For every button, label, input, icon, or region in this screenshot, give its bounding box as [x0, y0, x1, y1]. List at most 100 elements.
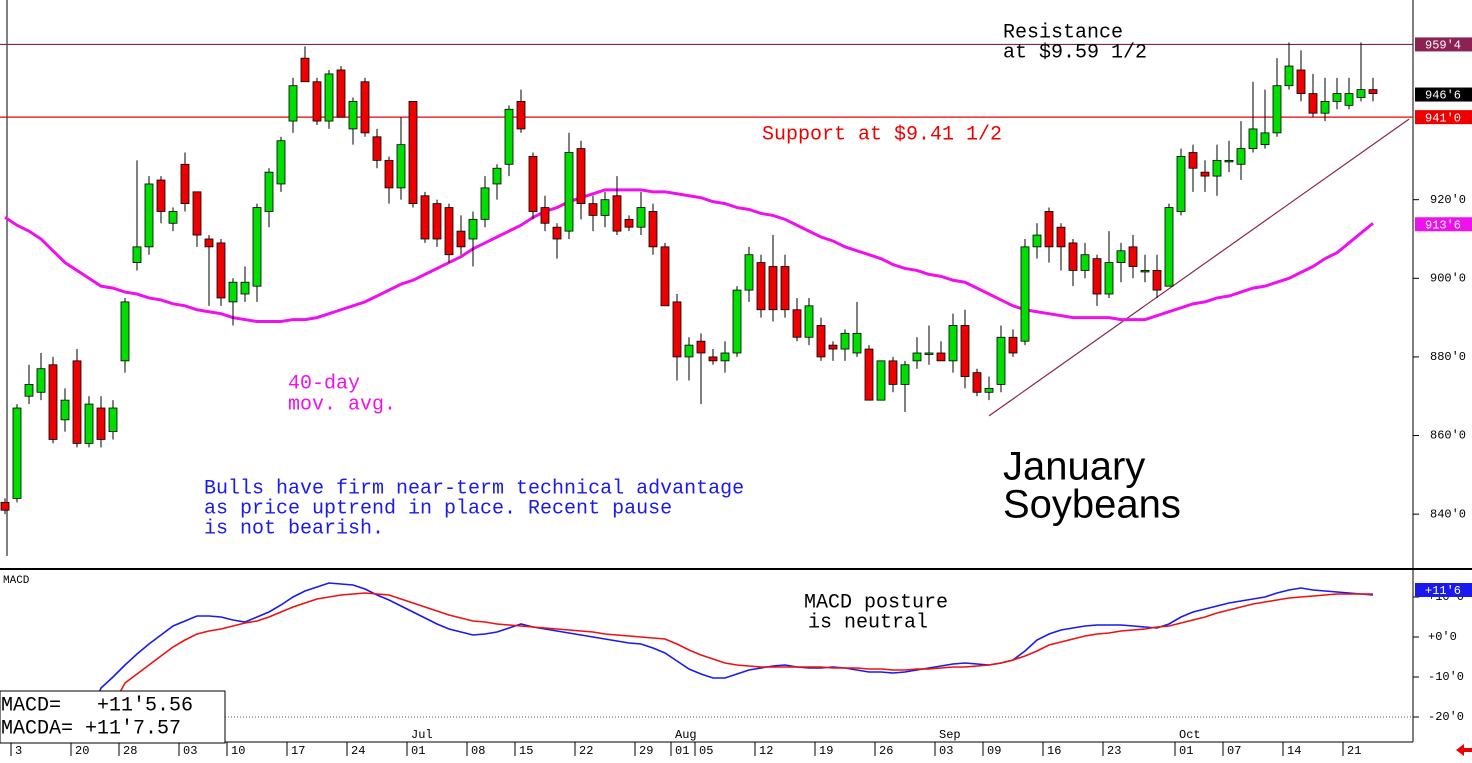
price-tag-label: 946'6 [1425, 89, 1461, 103]
candle-body [492, 167, 502, 185]
candle-body [828, 344, 838, 350]
readout: MACD= +11'5.56 [1, 694, 193, 717]
candle-body [60, 399, 70, 421]
candle-body [912, 352, 922, 362]
candle-body [216, 242, 226, 299]
candle-body [660, 246, 670, 307]
x-tick-label: 01 [1179, 744, 1193, 758]
candle-body [804, 305, 814, 338]
candle-body [444, 207, 454, 256]
candle-body [648, 211, 658, 248]
candle-body [1164, 207, 1174, 287]
price-tag [1415, 583, 1472, 597]
x-tick-label: 20 [75, 744, 89, 758]
month-label: Jul [411, 728, 433, 742]
candle-body [240, 281, 250, 295]
x-tick-label: 23 [1107, 744, 1121, 758]
candle-body [780, 266, 790, 311]
candle-body [708, 356, 718, 362]
candle-body [1044, 211, 1054, 248]
x-tick-label: 16 [1047, 744, 1061, 758]
scroll-arrow[interactable] [1456, 744, 1472, 756]
month-label: Aug [675, 728, 697, 742]
x-tick-label: 21 [1347, 744, 1361, 758]
candle-body [1104, 262, 1114, 295]
candle-body [156, 179, 166, 212]
candle-body [792, 309, 802, 338]
candle-body [600, 199, 610, 216]
candle-body [348, 101, 358, 130]
y-tick-label: 900'0 [1430, 271, 1466, 285]
candle-body [324, 73, 334, 122]
candle-body [420, 195, 430, 240]
candle-body [864, 348, 874, 401]
candle-body [516, 101, 526, 130]
candle-body [924, 352, 934, 355]
price-tag-label: +11'6 [1425, 584, 1461, 598]
candle-body [468, 218, 478, 240]
support-note: Support at $9.41 1/2 [762, 123, 1002, 146]
candle-body [672, 301, 682, 358]
candle-body [636, 207, 646, 228]
y-tick-label: -20'0 [1428, 710, 1464, 724]
candle-body [84, 403, 94, 444]
candle-body [1248, 128, 1258, 149]
candle-body [396, 144, 406, 189]
candle-body [612, 195, 622, 232]
x-tick-label: 22 [579, 744, 593, 758]
month-label: Oct [1179, 728, 1201, 742]
candle-body [1368, 89, 1378, 94]
candle-body [1092, 258, 1102, 295]
x-tick-label: 08 [471, 744, 485, 758]
candle-body [36, 368, 46, 393]
x-tick-label: 14 [1287, 744, 1301, 758]
price-tag [1415, 217, 1472, 232]
candle-body [1272, 85, 1282, 134]
candle-body [948, 325, 958, 362]
candle-body [1008, 336, 1018, 354]
macd-line [100, 592, 1373, 727]
candle-body [540, 207, 550, 224]
x-tick-label: 15 [519, 744, 533, 758]
candle-body [192, 191, 202, 236]
candle-body [12, 407, 22, 499]
candle-body [168, 211, 178, 224]
candle-body [300, 57, 310, 83]
x-tick-label: 24 [351, 744, 365, 758]
x-tick-label: 03 [939, 744, 953, 758]
candle-body [744, 254, 754, 291]
comment: Bulls have firm near-term technical adva… [204, 477, 744, 500]
trendline [988, 118, 1410, 417]
candle-body [936, 352, 946, 362]
candle-body [1152, 270, 1162, 291]
candle-body [840, 332, 850, 350]
candle-body [144, 183, 154, 248]
macd-note: is neutral [808, 611, 928, 634]
candle-body [696, 340, 706, 354]
candle-body [588, 203, 598, 216]
comment: as price uptrend in place. Recent pause [204, 497, 672, 520]
chart-title: January [1003, 445, 1145, 489]
y-tick-label: 920'0 [1430, 193, 1466, 207]
x-tick-label: 05 [699, 744, 713, 758]
candle-body [336, 69, 346, 118]
candle-body [1260, 132, 1270, 146]
price-tag-label: 959'4 [1425, 39, 1461, 53]
candle-body [108, 407, 118, 433]
candle-body [120, 301, 130, 362]
candle-body [876, 360, 886, 401]
candle-body [684, 344, 694, 358]
x-tick-label: 10 [231, 744, 245, 758]
candle-body [624, 218, 634, 228]
candle-body [1032, 234, 1042, 248]
x-tick-label: 29 [639, 744, 653, 758]
candle-body [276, 140, 286, 185]
candle-body [72, 360, 82, 444]
candle-body [132, 246, 142, 263]
candle-body [984, 387, 994, 393]
x-tick-label: 17 [291, 744, 305, 758]
panel-title: MACD [3, 575, 30, 587]
chart-title: Soybeans [1003, 483, 1181, 527]
